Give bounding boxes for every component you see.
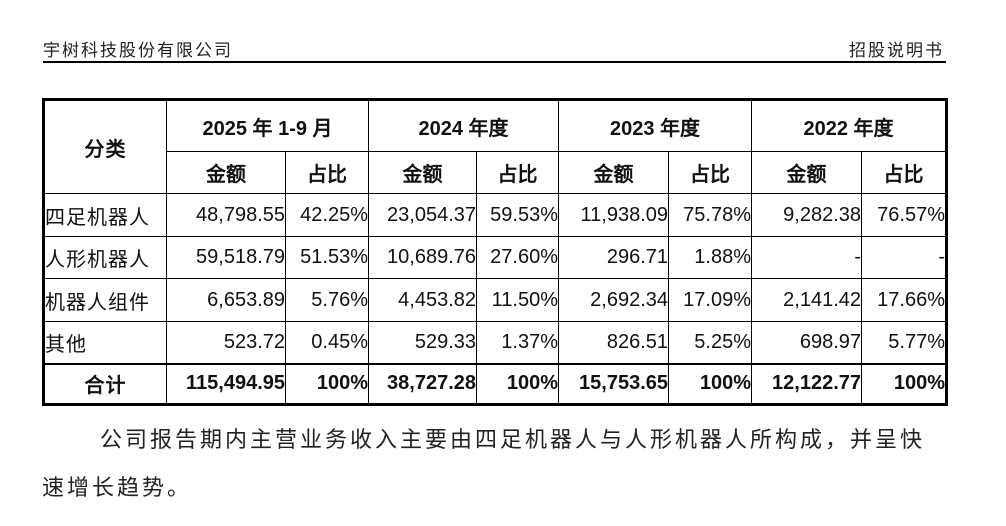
row-label: 其他 bbox=[43, 321, 167, 364]
subheader-amount: 金额 bbox=[166, 151, 286, 194]
header-rule bbox=[43, 61, 946, 63]
cell-ratio-total: 100% bbox=[476, 362, 560, 405]
cell-amount: 523.72 bbox=[166, 321, 286, 364]
subheader-ratio: 占比 bbox=[476, 151, 560, 194]
column-header-period-2025: 2025 年 1-9 月 bbox=[165, 99, 370, 152]
column-header-period-2023: 2023 年度 bbox=[558, 99, 753, 152]
cell-amount: 698.97 bbox=[751, 321, 863, 364]
cell-amount: 6,653.89 bbox=[166, 278, 286, 322]
subheader-ratio: 占比 bbox=[861, 151, 948, 194]
cell-amount: 296.71 bbox=[558, 236, 670, 279]
column-header-period-2022: 2022 年度 bbox=[751, 99, 948, 152]
cell-ratio: 5.76% bbox=[284, 278, 370, 322]
subheader-amount: 金额 bbox=[751, 151, 863, 194]
cell-ratio: 1.88% bbox=[668, 236, 753, 279]
cell-ratio: 51.53% bbox=[284, 236, 370, 279]
cell-amount-total: 12,122.77 bbox=[751, 362, 863, 405]
table-header-row-periods: 分类 2025 年 1-9 月 2024 年度 2023 年度 2022 年度 bbox=[43, 99, 948, 194]
subheader-ratio: 占比 bbox=[284, 151, 370, 194]
cell-amount: 48,798.55 bbox=[166, 193, 286, 237]
page-header-doc-type: 招股说明书 bbox=[849, 41, 944, 60]
cell-amount: 2,692.34 bbox=[558, 278, 670, 322]
page-header-company: 宇树科技股份有限公司 bbox=[43, 41, 233, 60]
cell-ratio: 5.77% bbox=[861, 321, 948, 364]
cell-amount: 529.33 bbox=[368, 321, 478, 364]
cell-ratio: 76.57% bbox=[861, 193, 948, 237]
cell-ratio: - bbox=[861, 236, 948, 279]
row-label: 人形机器人 bbox=[43, 236, 167, 279]
revenue-by-category-table: 分类 2025 年 1-9 月 2024 年度 2023 年度 2022 年度 … bbox=[42, 98, 949, 406]
paragraph-line: 速增长趋势。 bbox=[42, 475, 193, 500]
cell-ratio: 42.25% bbox=[284, 193, 370, 237]
table-header-row-subheaders: 金额 占比 金额 占比 金额 占比 金额 占比 bbox=[44, 151, 948, 194]
cell-ratio: 5.25% bbox=[668, 321, 753, 364]
subheader-amount: 金额 bbox=[368, 151, 478, 194]
cell-amount: 11,938.09 bbox=[558, 193, 670, 237]
table-row-quadruped-robots: 四足机器人 48,798.55 42.25% 23,054.37 59.53% … bbox=[43, 193, 948, 237]
table-row-other: 其他 523.72 0.45% 529.33 1.37% 826.51 5.25… bbox=[43, 321, 948, 364]
cell-ratio: 27.60% bbox=[476, 236, 560, 279]
table-row-total: 合计 115,494.95 100% 38,727.28 100% 15,753… bbox=[43, 362, 948, 405]
column-header-period-2024: 2024 年度 bbox=[368, 99, 560, 152]
cell-amount: 59,518.79 bbox=[166, 236, 286, 279]
cell-ratio: 0.45% bbox=[284, 321, 370, 364]
table-row-robot-components: 机器人组件 6,653.89 5.76% 4,453.82 11.50% 2,6… bbox=[43, 278, 948, 322]
cell-amount: 2,141.42 bbox=[751, 278, 863, 322]
cell-ratio: 75.78% bbox=[668, 193, 753, 237]
cell-ratio: 17.09% bbox=[668, 278, 753, 322]
subheader-amount: 金额 bbox=[558, 151, 670, 194]
cell-ratio-total: 100% bbox=[284, 362, 370, 405]
table-row-humanoid-robots: 人形机器人 59,518.79 51.53% 10,689.76 27.60% … bbox=[43, 236, 948, 279]
cell-amount: - bbox=[751, 236, 863, 279]
cell-amount-total: 15,753.65 bbox=[558, 362, 670, 405]
subheader-ratio: 占比 bbox=[668, 151, 753, 194]
cell-amount: 4,453.82 bbox=[368, 278, 478, 322]
cell-ratio: 1.37% bbox=[476, 321, 560, 364]
cell-ratio: 17.66% bbox=[861, 278, 948, 322]
body-paragraph: 公司报告期内主营业务收入主要由四足机器人与人形机器人所构成，并呈快 速增长趋势。 bbox=[42, 416, 948, 512]
paragraph-line: 公司报告期内主营业务收入主要由四足机器人与人形机器人所构成，并呈快 bbox=[100, 427, 926, 452]
cell-ratio: 11.50% bbox=[476, 278, 560, 322]
cell-amount: 10,689.76 bbox=[368, 236, 478, 279]
cell-amount: 23,054.37 bbox=[368, 193, 478, 237]
cell-amount-total: 38,727.28 bbox=[368, 362, 478, 405]
cell-ratio-total: 100% bbox=[861, 362, 948, 405]
row-label: 机器人组件 bbox=[43, 278, 167, 322]
cell-amount: 9,282.38 bbox=[751, 193, 863, 237]
column-header-category: 分类 bbox=[43, 99, 167, 194]
row-label: 四足机器人 bbox=[43, 193, 167, 237]
cell-ratio: 59.53% bbox=[476, 193, 560, 237]
cell-amount: 826.51 bbox=[558, 321, 670, 364]
cell-ratio-total: 100% bbox=[668, 362, 753, 405]
row-label-total: 合计 bbox=[43, 362, 167, 405]
cell-amount-total: 115,494.95 bbox=[166, 362, 286, 405]
